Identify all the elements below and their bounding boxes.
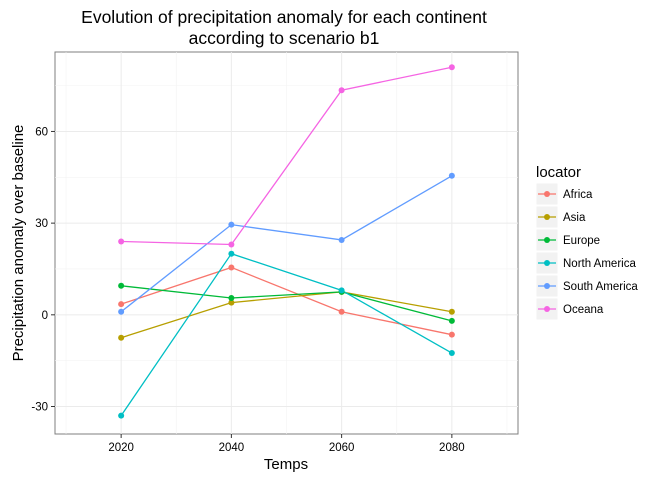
- data-point-europe: [448, 317, 455, 324]
- data-point-north-america: [448, 350, 455, 357]
- legend-label-south-america: South America: [563, 281, 638, 293]
- series-line-europe: [121, 285, 453, 322]
- legend-item-africa: Africa: [535, 182, 593, 206]
- chart-title-line-2: according to scenario b1: [189, 28, 380, 48]
- data-point-south-america: [448, 172, 455, 179]
- legend-key-point: [544, 214, 550, 220]
- data-point-oceana: [118, 238, 125, 245]
- series-line-africa: [120, 266, 452, 336]
- data-point-asia: [228, 299, 235, 306]
- series-line-oceana: [121, 66, 452, 246]
- x-tick-label: 2080: [439, 442, 465, 454]
- data-point-africa: [338, 308, 345, 315]
- data-point-north-america: [118, 412, 125, 419]
- y-axis-ticks: -30 0 30 60: [31, 126, 55, 413]
- y-tick-label: -30: [31, 401, 48, 413]
- legend-item-north-america: North America: [535, 251, 636, 275]
- legend-key-point: [544, 191, 550, 197]
- legend-item-europe: Europe: [535, 228, 600, 252]
- data-point-africa: [228, 264, 235, 271]
- legend-label-north-america: North America: [563, 258, 636, 270]
- legend-title: locator: [536, 164, 581, 181]
- data-point-asia: [118, 334, 125, 341]
- y-tick-label: 0: [42, 310, 48, 322]
- legend-key-point: [544, 260, 550, 266]
- data-point-south-america: [338, 236, 345, 243]
- series-line-asia: [120, 291, 452, 339]
- series-line-north-america: [120, 252, 453, 417]
- legend-item-asia: Asia: [535, 205, 586, 229]
- data-point-south-america: [228, 221, 235, 228]
- series-points: [118, 64, 455, 419]
- legend-label-europe: Europe: [563, 235, 600, 247]
- y-axis-title: Precipitation anomaly over baseline: [10, 125, 27, 362]
- x-tick-label: 2060: [329, 442, 355, 454]
- data-point-oceana: [338, 87, 345, 94]
- data-point-africa: [448, 331, 455, 338]
- legend-label-africa: Africa: [563, 189, 593, 201]
- x-tick-label: 2020: [108, 442, 134, 454]
- data-point-south-america: [118, 308, 125, 315]
- x-axis-title: Temps: [264, 456, 308, 473]
- y-tick-label: 60: [35, 126, 48, 138]
- data-point-asia: [448, 308, 455, 315]
- series-line-south-america: [120, 175, 453, 313]
- x-axis-ticks: 2020 2040 2060 2080: [108, 434, 465, 454]
- data-point-north-america: [228, 250, 235, 257]
- series-lines: [120, 66, 453, 417]
- legend-key-point: [544, 283, 550, 289]
- legend-key-point: [544, 306, 550, 312]
- legend-label-oceana: Oceana: [563, 304, 604, 316]
- data-point-oceana: [228, 241, 235, 248]
- data-point-north-america: [338, 287, 345, 294]
- data-point-europe: [228, 295, 235, 302]
- legend-item-south-america: South America: [535, 274, 638, 298]
- chart-title-line-1: Evolution of precipitation anomaly for e…: [81, 7, 487, 27]
- data-point-europe: [118, 282, 125, 289]
- legend-item-oceana: Oceana: [535, 297, 604, 321]
- y-tick-label: 30: [35, 218, 48, 230]
- legend-key-point: [544, 237, 550, 243]
- data-point-oceana: [448, 64, 455, 71]
- x-tick-label: 2040: [219, 442, 245, 454]
- legend-label-asia: Asia: [563, 212, 586, 224]
- legend: Africa Asia Europe North America South Ameri…: [535, 182, 638, 321]
- data-point-africa: [118, 301, 125, 308]
